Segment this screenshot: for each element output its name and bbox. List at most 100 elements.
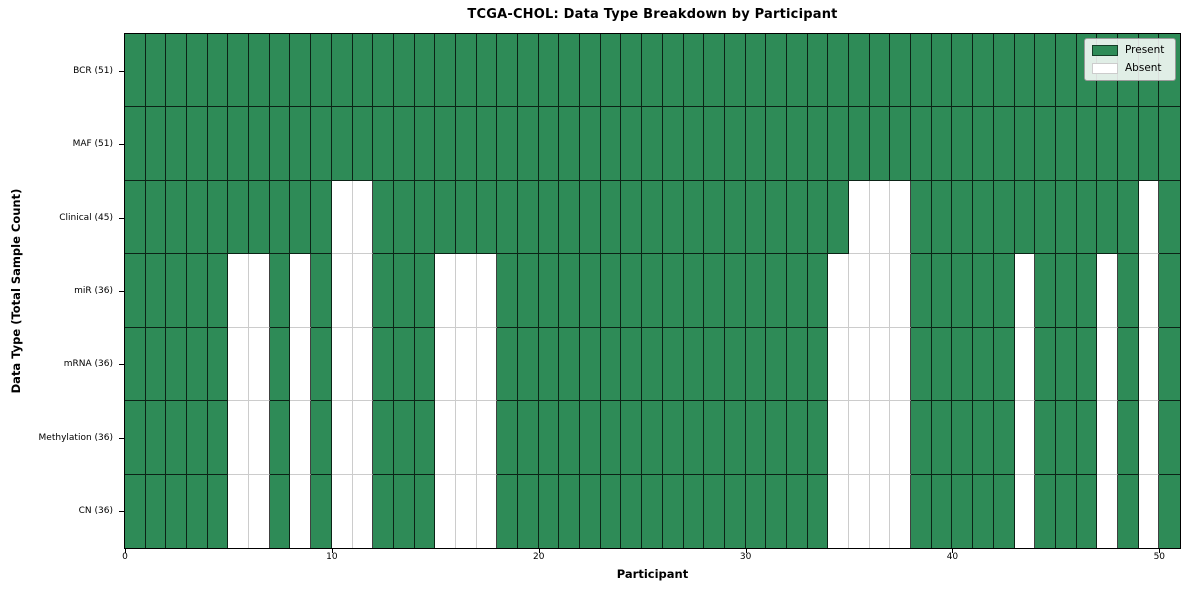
grid-cell (1097, 401, 1118, 475)
grid-cell (683, 34, 705, 108)
grid-cell (249, 327, 270, 402)
grid-cell (518, 327, 539, 402)
grid-cell (973, 401, 994, 475)
grid-cell (393, 107, 415, 181)
grid-cell (166, 474, 188, 548)
grid-cell (290, 474, 312, 548)
grid-cell (228, 327, 250, 402)
absent-swatch-icon (1092, 63, 1118, 74)
grid-cell (311, 107, 332, 181)
grid-cell (207, 34, 229, 108)
grid-cell (352, 474, 374, 548)
grid-cell (683, 327, 705, 402)
grid-cell (849, 401, 870, 475)
grid-cell (890, 107, 912, 181)
grid-cell (662, 401, 684, 475)
grid-cell (745, 180, 767, 255)
x-tick-mark (125, 549, 126, 553)
legend-label-absent: Absent (1125, 62, 1162, 74)
grid-cell (1035, 474, 1056, 548)
grid-cell (1014, 474, 1036, 548)
grid-cell (600, 327, 622, 402)
grid-cell (662, 474, 684, 548)
grid-cell (455, 401, 477, 475)
grid-cell (125, 254, 146, 328)
grid-cell (642, 401, 663, 475)
grid-cell (683, 474, 705, 548)
grid-cell (621, 474, 643, 548)
grid-cell (1055, 254, 1077, 328)
grid-cell (662, 327, 684, 402)
grid-cell (1035, 180, 1056, 255)
grid-cell (311, 474, 332, 548)
grid-cell (1076, 107, 1098, 181)
grid-cell (745, 327, 767, 402)
grid-cell (1117, 107, 1139, 181)
y-tick-mark (119, 437, 124, 439)
grid-cell (414, 401, 436, 475)
grid-cell (580, 34, 601, 108)
grid-cell (269, 254, 291, 328)
grid-cell (145, 327, 167, 402)
grid-cell (373, 401, 394, 475)
grid-cell (911, 327, 932, 402)
grid-cell (642, 474, 663, 548)
grid-cell (476, 401, 498, 475)
grid-cell (1055, 107, 1077, 181)
grid-cell (952, 180, 974, 255)
grid-cell (931, 107, 953, 181)
grid-cell (704, 327, 725, 402)
grid-cell (911, 107, 932, 181)
grid-cell (269, 401, 291, 475)
grid-cell (228, 401, 250, 475)
grid-cell (869, 34, 891, 108)
grid-cell (249, 474, 270, 548)
grid-cell (600, 254, 622, 328)
grid-cell (1159, 327, 1180, 402)
grid-cell (518, 107, 539, 181)
grid-cell (993, 107, 1015, 181)
grid-cell (497, 180, 519, 255)
grid-cell (1035, 254, 1056, 328)
grid-cell (311, 327, 332, 402)
grid-cell (393, 34, 415, 108)
grid-cell (993, 327, 1015, 402)
x-tick-label: 20 (532, 552, 545, 562)
x-tick-mark (538, 549, 540, 553)
grid-cell (704, 34, 725, 108)
grid-cell (1035, 327, 1056, 402)
grid-cell (807, 107, 829, 181)
grid-cell (849, 474, 870, 548)
grid-cell (311, 401, 332, 475)
grid-cell (931, 180, 953, 255)
grid-cell (1055, 34, 1077, 108)
grid-cell (683, 401, 705, 475)
grid-cell (1117, 180, 1139, 255)
grid-cell (973, 254, 994, 328)
grid-cell (393, 401, 415, 475)
plot-area (124, 33, 1181, 549)
grid-cell (476, 107, 498, 181)
x-tick-mark (1159, 549, 1161, 553)
grid-cell (166, 254, 188, 328)
grid-cell (786, 180, 808, 255)
grid-cell (600, 180, 622, 255)
grid-cell (745, 474, 767, 548)
grid-cell (518, 180, 539, 255)
grid-cell (476, 254, 498, 328)
grid-cell (538, 254, 560, 328)
grid-cell (766, 180, 787, 255)
grid-cell (435, 180, 456, 255)
grid-cell (559, 34, 581, 108)
grid-cell (704, 254, 725, 328)
grid-cell (704, 107, 725, 181)
grid-cell (828, 401, 850, 475)
grid-cell (228, 474, 250, 548)
grid-cell (1014, 180, 1036, 255)
grid-cell (993, 401, 1015, 475)
grid-cell (766, 107, 787, 181)
grid-cell (786, 327, 808, 402)
grid-cell (828, 254, 850, 328)
grid-cell (455, 254, 477, 328)
grid-cell (290, 180, 312, 255)
